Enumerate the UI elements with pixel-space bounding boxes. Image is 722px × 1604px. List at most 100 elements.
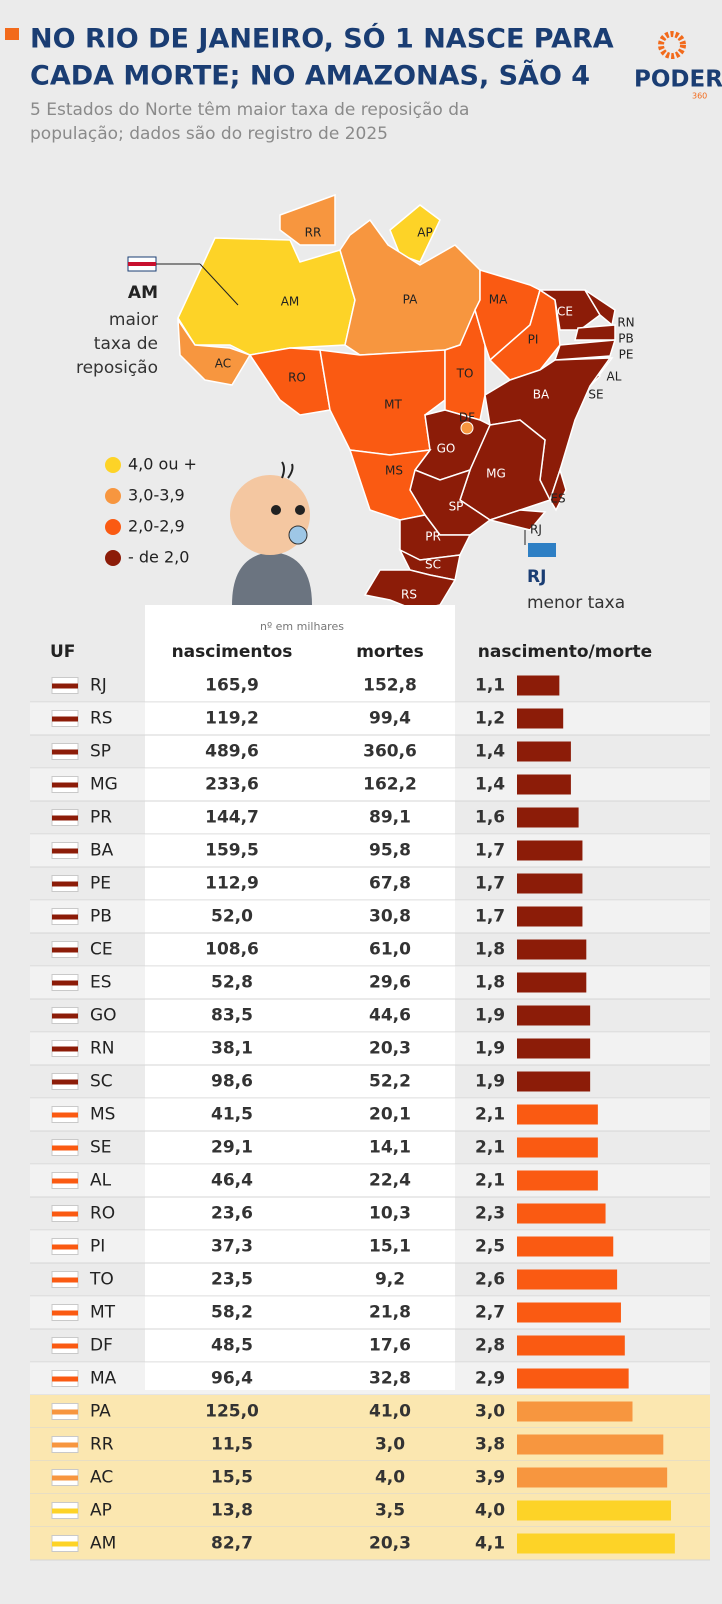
deaths: 14,1: [369, 1138, 411, 1158]
baby-illustration: [230, 461, 312, 605]
ratio-bar: [517, 1269, 618, 1290]
uf: AP: [90, 1501, 112, 1521]
births: 37,3: [211, 1237, 253, 1257]
subtitle: 5 Estados do Norte têm maior taxa de rep…: [30, 100, 469, 120]
state-label: MT: [384, 398, 402, 412]
births: 38,1: [211, 1039, 253, 1059]
ratio-label: 1,4: [475, 775, 505, 795]
uf: MG: [90, 775, 118, 795]
ratio-bar: [517, 1302, 621, 1323]
flag: [52, 980, 78, 986]
callout-state: RJ: [527, 567, 546, 587]
uf: PE: [90, 874, 111, 894]
ratio-bar: [517, 1236, 614, 1257]
state-shape: [487, 509, 547, 531]
flag: [52, 1178, 78, 1184]
flag: [52, 1409, 78, 1415]
deaths: 9,2: [375, 1270, 405, 1290]
ratio-bar: [517, 1401, 633, 1422]
deaths: 99,4: [369, 709, 411, 729]
legend-swatch: [105, 488, 121, 504]
ratio-label: 2,3: [475, 1204, 505, 1224]
ratio-label: 1,4: [475, 742, 505, 762]
ratio-bar: [517, 1533, 675, 1554]
flag: [52, 1112, 78, 1118]
row-stripe: [30, 702, 710, 735]
ratio-label: 2,7: [475, 1303, 505, 1323]
deaths: 22,4: [369, 1171, 411, 1191]
ratio-bar: [517, 708, 564, 729]
callout-text: reposição: [76, 358, 158, 378]
ratio-bar: [517, 1170, 598, 1191]
ratio-bar: [517, 1500, 671, 1521]
state-shape: [279, 193, 336, 246]
uf: SP: [90, 742, 111, 762]
births: 15,5: [211, 1468, 253, 1488]
state-label: SP: [449, 500, 464, 514]
uf: AL: [90, 1171, 112, 1191]
deaths: 89,1: [369, 808, 411, 828]
uf: RJ: [90, 676, 107, 696]
ratio-label: 2,6: [475, 1270, 505, 1290]
flag: [52, 1244, 78, 1250]
births: 41,5: [211, 1105, 253, 1125]
ratio-label: 3,8: [475, 1435, 505, 1455]
uf: MS: [90, 1105, 115, 1125]
deaths: 3,5: [375, 1501, 405, 1521]
row-stripe: [30, 1032, 710, 1065]
uf: RN: [90, 1039, 115, 1059]
flag: [52, 848, 78, 854]
legend-swatch: [105, 550, 121, 566]
flag: [52, 815, 78, 821]
title: NO RIO DE JANEIRO, SÓ 1 NASCE PARA: [30, 23, 614, 55]
callout-line: [199, 263, 239, 306]
ratio-bar: [517, 972, 587, 993]
uf: AC: [90, 1468, 113, 1488]
ratio-bar: [517, 741, 571, 762]
state-label: ES: [550, 492, 565, 506]
flag: [52, 1277, 78, 1283]
ratio-label: 1,1: [475, 676, 505, 696]
state-label: GO: [437, 442, 456, 456]
state-label: PA: [403, 293, 418, 307]
deaths: 4,0: [375, 1468, 405, 1488]
ratio-bar: [517, 840, 583, 861]
ratio-label: 2,5: [475, 1237, 505, 1257]
uf: SC: [90, 1072, 113, 1092]
uf: PA: [90, 1402, 111, 1422]
state-label: TO: [456, 367, 474, 381]
title-marker: [5, 28, 19, 40]
births: 48,5: [211, 1336, 253, 1356]
state-label: BA: [533, 388, 550, 402]
state-label: MA: [489, 293, 508, 307]
state-label: PI: [528, 333, 539, 347]
state-label: CE: [557, 305, 573, 319]
births: 46,4: [211, 1171, 253, 1191]
deaths: 360,6: [363, 742, 417, 762]
deaths: 152,8: [363, 676, 417, 696]
flag: [52, 1211, 78, 1217]
row-stripe: [30, 768, 710, 801]
callout-text: menor taxa: [527, 593, 625, 613]
state-shape: [549, 467, 567, 512]
flag: [52, 1013, 78, 1019]
logo-icon: [658, 31, 686, 59]
ratio-label: 2,1: [475, 1138, 505, 1158]
flag: [52, 1442, 78, 1448]
baby-hair: [281, 461, 294, 479]
ratio-label: 4,0: [475, 1501, 505, 1521]
uf: BA: [90, 841, 114, 861]
uf: AM: [90, 1534, 116, 1554]
deaths: 41,0: [369, 1402, 411, 1422]
deaths: 10,3: [369, 1204, 411, 1224]
flag: [52, 1145, 78, 1151]
row-stripe: [30, 834, 710, 867]
births: 233,6: [205, 775, 259, 795]
state-label: SE: [588, 388, 603, 402]
ratio-label: 3,0: [475, 1402, 505, 1422]
births: 125,0: [205, 1402, 259, 1422]
ratio-label: 1,2: [475, 709, 505, 729]
deaths: 95,8: [369, 841, 411, 861]
ratio-bar: [517, 675, 560, 696]
